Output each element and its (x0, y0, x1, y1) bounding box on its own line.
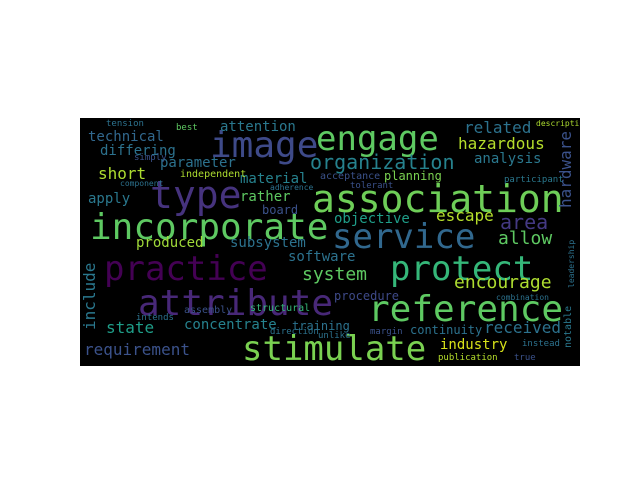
word-incorporate: incorporate (90, 207, 329, 248)
word-direction: direction (270, 327, 319, 337)
word-assembly: assembly (184, 305, 233, 316)
word-system: system (302, 264, 368, 285)
word-cloud-panel: engage image association type incorporat… (80, 118, 580, 366)
word-hazardous: hazardous (458, 134, 545, 153)
word-industry: industry (440, 337, 508, 353)
word-analysis: analysis (474, 151, 542, 167)
word-related: related (464, 118, 532, 137)
word-subsystem: subsystem (230, 235, 306, 251)
word-procedure: procedure (334, 289, 400, 303)
word-reference: reference (368, 289, 564, 330)
word-component: component (120, 179, 164, 188)
word-description: description (536, 119, 580, 128)
word-independent: independent (180, 169, 247, 180)
word-area: area (500, 210, 549, 234)
word-true: true (514, 353, 536, 363)
word-planning: planning (384, 169, 442, 183)
word-instead: instead (522, 339, 560, 349)
word-organization: organization (310, 150, 455, 174)
word-participant: participant (504, 175, 564, 185)
word-continuity: continuity (410, 323, 483, 337)
word-structural: structural (250, 303, 311, 314)
word-simply: simply (134, 153, 167, 163)
word-attention: attention (220, 119, 296, 135)
word-parameter: parameter (160, 155, 236, 171)
word-practice: practice (104, 249, 268, 289)
word-produced: produced (136, 235, 204, 251)
word-service: service (332, 217, 476, 257)
word-combination: combination (496, 293, 549, 302)
word-unlike: unlike (318, 331, 351, 341)
word-rather: rather (240, 189, 291, 205)
word-escape: escape (436, 206, 494, 225)
word-best: best (176, 123, 198, 133)
word-protect: protect (390, 249, 534, 289)
word-training: training (292, 319, 350, 333)
word-margin: margin (370, 327, 403, 337)
word-hardware: hardware (556, 130, 575, 208)
word-state: state (106, 318, 155, 337)
word-engage: engage (316, 119, 439, 159)
word-intends: intends (136, 313, 174, 323)
word-notable: notable (563, 305, 574, 348)
word-requirement: requirement (84, 340, 190, 359)
word-software: software (288, 249, 356, 265)
word-adherence: adherence (270, 183, 314, 192)
word-material: material (240, 171, 308, 187)
word-association: association (312, 177, 564, 221)
word-image: image (210, 125, 319, 166)
word-tolerant: tolerant (350, 181, 394, 191)
word-stimulate: stimulate (242, 329, 427, 366)
word-apply: apply (88, 191, 131, 207)
word-board: board (262, 203, 299, 217)
word-short: short (98, 164, 147, 183)
word-leadership: leadership (567, 239, 576, 288)
word-tension: tension (106, 119, 144, 129)
word-received: received (484, 318, 562, 337)
word-encourage: encourage (454, 272, 552, 293)
word-technical: technical (88, 129, 164, 145)
word-objective: objective (334, 211, 410, 227)
word-allow: allow (498, 228, 553, 249)
word-concentrate: concentrate (184, 317, 277, 333)
word-acceptance: acceptance (320, 171, 381, 182)
word-type: type (150, 173, 242, 217)
word-publication: publication (438, 353, 498, 363)
word-attribute: attribute (138, 283, 334, 324)
word-include: include (80, 262, 99, 330)
word-differing: differing (100, 143, 176, 159)
